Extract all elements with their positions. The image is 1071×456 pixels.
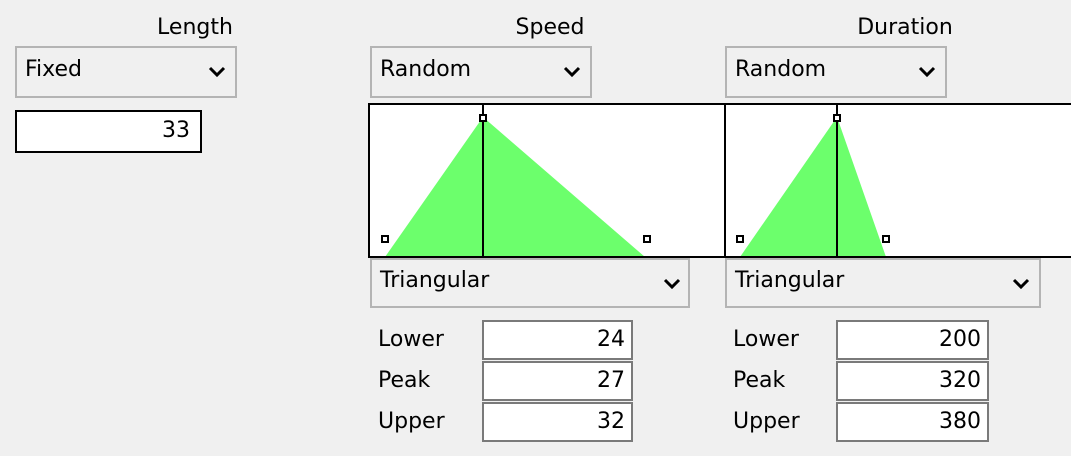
dropdown[interactable]: Triangular	[370, 258, 690, 308]
text-input[interactable]: 33	[15, 110, 202, 153]
chevron	[1012, 278, 1030, 290]
param-label: Lower	[733, 327, 799, 352]
param-label: Peak	[733, 368, 786, 393]
text-input[interactable]: 32	[482, 402, 633, 442]
column-label: Speed	[515, 15, 585, 40]
text-input[interactable]: 380	[836, 402, 989, 442]
dropdown[interactable]: Random	[725, 46, 947, 98]
chevron	[208, 66, 226, 78]
text-input[interactable]: 24	[482, 320, 633, 360]
dropdown-text: Random	[735, 57, 827, 82]
dropdown-text: Triangular	[380, 268, 490, 293]
param-label: Upper	[378, 409, 445, 434]
handle[interactable]	[882, 235, 890, 243]
param-label: Peak	[378, 368, 431, 393]
column-label: Length	[157, 15, 233, 40]
dropdown[interactable]: Fixed	[15, 46, 237, 98]
param-label: Lower	[378, 327, 444, 352]
column-label: Duration	[857, 15, 953, 40]
chevron	[918, 66, 936, 78]
dropdown[interactable]: Random	[370, 46, 592, 98]
handle[interactable]	[479, 114, 487, 122]
triangle	[740, 117, 886, 257]
triangle	[385, 117, 645, 257]
dropdown-text: Random	[380, 57, 472, 82]
text-input[interactable]: 320	[836, 361, 989, 401]
handle[interactable]	[833, 114, 841, 122]
dropdown-text: Triangular	[735, 268, 845, 293]
dropdown[interactable]: Triangular	[725, 258, 1041, 308]
param-label: Upper	[733, 409, 800, 434]
text-input[interactable]: 200	[836, 320, 989, 360]
chevron	[563, 66, 581, 78]
handle[interactable]	[643, 235, 651, 243]
text-input[interactable]: 27	[482, 361, 633, 401]
handle[interactable]	[736, 235, 744, 243]
handle[interactable]	[381, 235, 389, 243]
dropdown-text: Fixed	[25, 57, 83, 82]
chevron	[663, 278, 681, 290]
